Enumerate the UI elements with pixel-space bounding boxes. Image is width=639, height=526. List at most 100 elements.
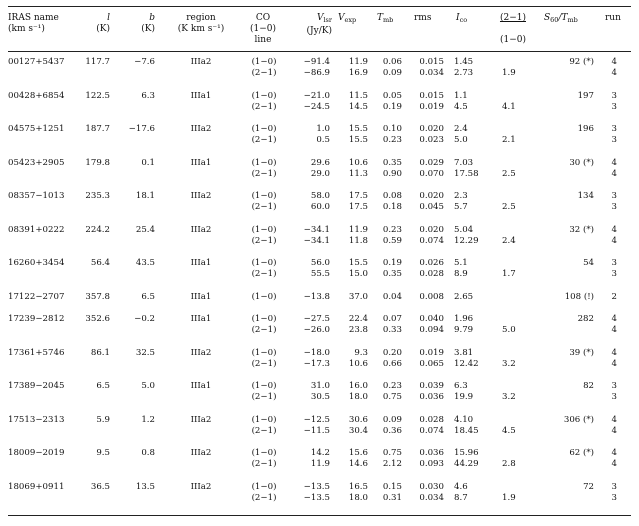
row-tmb: 0.66 — [382, 358, 402, 369]
row-ratio: 4.1 — [502, 101, 516, 112]
row-ico: 9.79 — [454, 325, 474, 335]
row-vlsr: −34.1 — [303, 224, 330, 235]
row-vexp: 15.0 — [348, 269, 368, 279]
row-co: (2−1) — [251, 168, 277, 179]
row-vlsr: 11.9 — [310, 459, 330, 469]
table-row: 04575+1251 187.7 −17.6 IIIa2 196 (1−0) 1.0 15.5… — [8, 124, 631, 146]
row-run: 4 — [611, 347, 617, 358]
row-run: 4 — [611, 358, 617, 369]
table-row: 17389−2045 6.5 5.0 IIIa1 82 (1−0) 31.0 16.0 0.23… — [8, 381, 631, 403]
header-s60-sub: 60 — [550, 16, 559, 24]
row-region: IIIa2 — [190, 191, 212, 201]
bottom-rule — [8, 515, 631, 516]
row-region: IIIa2 — [190, 414, 212, 425]
data-table: IRAS name (km s⁻¹) l (K) b (K) region (K… — [8, 6, 631, 516]
row-region: IIIa1 — [190, 381, 212, 391]
row-tmb: 0.23 — [382, 381, 402, 391]
row-ico: 1.96 — [454, 314, 474, 324]
row-vlsr: −17.3 — [303, 358, 330, 369]
row-ico: 8.9 — [454, 269, 468, 279]
row-ratio: 1.7 — [502, 269, 516, 279]
header-ratio: (2−1) (1−0) — [496, 13, 530, 46]
row-name: 08357−1013 — [8, 191, 65, 201]
row-tmb: 0.04 — [382, 291, 402, 302]
row-rms: 0.045 — [419, 202, 444, 212]
row-vexp: 11.3 — [348, 168, 368, 179]
row-ico: 5.1 — [454, 258, 468, 268]
row-name: 04575+1251 — [8, 124, 65, 134]
row-co: (1−0) — [251, 224, 277, 235]
header-region: region (K km s⁻¹) — [166, 13, 236, 35]
row-b: −7.6 — [134, 57, 155, 67]
table-row: 17239−2812 352.6 −0.2 IIIa1 282 (1−0) −27.5 22.… — [8, 314, 631, 336]
row-rms: 0.093 — [419, 459, 444, 469]
row-ico: 2.65 — [454, 291, 474, 302]
header-b-label: b — [149, 13, 155, 23]
row-vlsr: 29.0 — [310, 168, 330, 179]
row-run: 3 — [611, 124, 617, 134]
row-s60: 54 — [583, 258, 594, 268]
row-ratio: 2.5 — [502, 202, 516, 212]
row-s60: 134 — [577, 191, 594, 201]
table-body: 00127+5437 117.7 −7.6 IIIa2 92 (*) (1−0) −91.4… — [8, 52, 631, 504]
row-b: 43.5 — [135, 258, 155, 268]
row-b: 6.5 — [141, 291, 155, 302]
header-vexp: Vexp — [338, 13, 372, 26]
row-rms: 0.015 — [419, 57, 444, 67]
row-tmb: 0.90 — [382, 168, 402, 179]
table-row: 16260+3454 56.4 43.5 IIIa1 54 (1−0) 56.0 15.5 0.… — [8, 258, 631, 280]
row-s60: 72 — [583, 481, 594, 492]
row-vexp: 15.5 — [348, 258, 368, 268]
row-rms: 0.020 — [419, 124, 444, 134]
row-vexp: 17.5 — [348, 191, 368, 201]
row-l: 352.6 — [85, 314, 110, 324]
row-tmb: 0.06 — [382, 57, 402, 67]
row-tmb: 2.12 — [382, 459, 402, 469]
row-name: 00127+5437 — [8, 57, 65, 67]
row-vlsr: 1.0 — [316, 124, 330, 134]
row-l: 5.9 — [96, 414, 110, 425]
header-ico-label: I — [456, 13, 460, 23]
row-ico: 7.03 — [454, 157, 474, 168]
row-run: 4 — [611, 459, 617, 469]
row-co: (1−0) — [251, 124, 277, 134]
row-ratio: 3.2 — [502, 358, 516, 369]
header-co: CO (1−0) line — [238, 13, 288, 46]
row-run: 4 — [611, 57, 617, 67]
row-tmb: 0.31 — [382, 492, 402, 503]
row-run: 4 — [611, 325, 617, 335]
header-vlsr-label: V — [316, 13, 324, 23]
header-co-label: CO — [255, 13, 271, 23]
row-l: 86.1 — [90, 347, 110, 358]
row-rms: 0.028 — [419, 269, 444, 279]
row-ratio: 1.9 — [502, 68, 516, 78]
row-name: 17361+5746 — [8, 347, 65, 358]
row-ratio: 2.1 — [502, 135, 516, 145]
row-ico: 8.7 — [454, 492, 468, 503]
row-tmb: 0.20 — [382, 347, 402, 358]
row-co: (1−0) — [251, 481, 277, 492]
row-tmb: 0.23 — [382, 224, 402, 235]
header-tmb: Tmb — [377, 13, 407, 26]
row-l: 122.5 — [85, 90, 110, 101]
row-s60: 32 (*) — [569, 224, 594, 235]
row-vexp: 11.9 — [348, 57, 368, 67]
header-l-unit: (K) — [96, 24, 110, 34]
row-co: (1−0) — [251, 291, 277, 302]
row-l: 187.7 — [85, 124, 110, 134]
row-run: 4 — [611, 448, 617, 458]
row-co: (2−1) — [251, 101, 277, 112]
row-b: 5.0 — [141, 381, 155, 391]
row-co: (2−1) — [251, 459, 277, 469]
row-run: 4 — [611, 224, 617, 235]
header-name: IRAS name (km s⁻¹) — [8, 13, 78, 35]
row-s60: 197 — [577, 90, 594, 101]
row-region: IIIa2 — [190, 481, 212, 492]
row-b: 13.5 — [135, 481, 155, 492]
row-ico: 15.96 — [454, 448, 479, 458]
row-vlsr: −86.9 — [303, 68, 330, 78]
row-co: (1−0) — [251, 57, 277, 67]
row-ico: 2.4 — [454, 124, 468, 134]
row-ico: 5.04 — [454, 224, 474, 235]
row-region: IIIa1 — [190, 90, 212, 101]
